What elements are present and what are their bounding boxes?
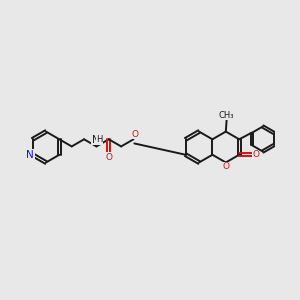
Text: H: H bbox=[96, 135, 103, 144]
Text: N: N bbox=[26, 150, 34, 160]
Text: CH₃: CH₃ bbox=[219, 111, 235, 120]
Text: O: O bbox=[252, 150, 259, 159]
Text: O: O bbox=[222, 162, 229, 171]
Text: N: N bbox=[92, 135, 99, 145]
Text: O: O bbox=[105, 153, 112, 162]
Text: O: O bbox=[131, 130, 139, 139]
